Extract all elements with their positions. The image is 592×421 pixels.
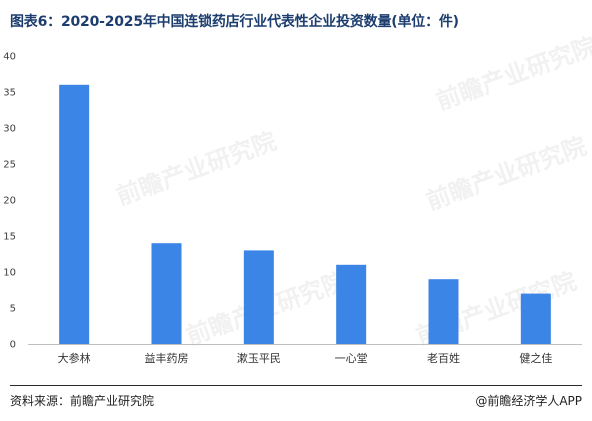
brand-credit: @前瞻经济学人APP bbox=[475, 394, 582, 408]
y-tick-label: 5 bbox=[10, 304, 16, 315]
x-tick-label: 益丰药房 bbox=[145, 351, 189, 365]
x-tick-label: 一心堂 bbox=[335, 352, 368, 365]
bar-chart: 前瞻产业研究院前瞻产业研究院前瞻产业研究院前瞻产业研究院前瞻产业研究院 0510… bbox=[3, 32, 592, 365]
y-axis-ticks: 0 5 10 15 20 25 30 35 40 bbox=[3, 52, 16, 351]
chart-title: 图表6：2020-2025年中国连锁药店行业代表性企业投资数量(单位：件) bbox=[10, 14, 459, 30]
y-tick-label: 20 bbox=[3, 196, 16, 207]
y-tick-label: 0 bbox=[10, 340, 16, 351]
bar bbox=[243, 250, 274, 344]
bar bbox=[520, 293, 551, 344]
y-tick-label: 25 bbox=[3, 160, 16, 171]
bar bbox=[428, 279, 459, 344]
x-tick-label: 大参林 bbox=[58, 351, 91, 365]
y-tick-label: 30 bbox=[3, 124, 16, 135]
bar bbox=[59, 84, 90, 345]
bar bbox=[336, 264, 367, 344]
bars bbox=[59, 84, 551, 345]
bar bbox=[151, 243, 182, 344]
y-tick-label: 15 bbox=[3, 232, 16, 243]
watermark-text: 前瞻产业研究院 bbox=[422, 132, 589, 216]
source-note: 资料来源：前瞻产业研究院 bbox=[10, 394, 155, 408]
y-tick-label: 10 bbox=[3, 268, 16, 279]
x-axis-labels: 大参林 益丰药房 漱玉平民 一心堂 老百姓 健之佳 bbox=[58, 351, 553, 365]
footer-divider bbox=[10, 385, 582, 386]
y-tick-label: 40 bbox=[3, 52, 16, 63]
watermark-text: 前瞻产业研究院 bbox=[112, 127, 279, 211]
x-tick-label: 漱玉平民 bbox=[237, 352, 281, 365]
x-tick-label: 老百姓 bbox=[427, 351, 460, 365]
watermark-text: 前瞻产业研究院 bbox=[432, 32, 592, 116]
y-tick-label: 35 bbox=[3, 88, 16, 99]
x-tick-label: 健之佳 bbox=[519, 351, 552, 365]
